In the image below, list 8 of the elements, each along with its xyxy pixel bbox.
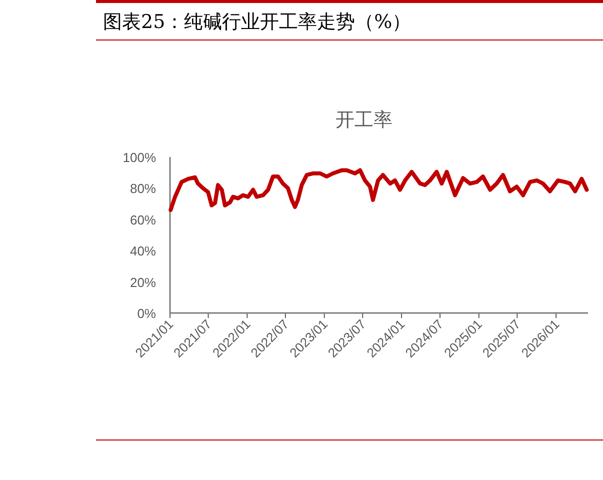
y-tick-label: 40% [130,244,156,259]
y-tick-label: 20% [130,274,156,290]
subtitle: 开工率 [336,110,392,131]
y-tick-label: 100% [122,150,156,165]
y-tick-label: 80% [130,181,156,196]
y-tick-label: 0% [137,306,156,321]
title: 图表25：纯碱行业开工率走势（%） [103,11,412,33]
y-tick-label: 60% [130,212,156,228]
